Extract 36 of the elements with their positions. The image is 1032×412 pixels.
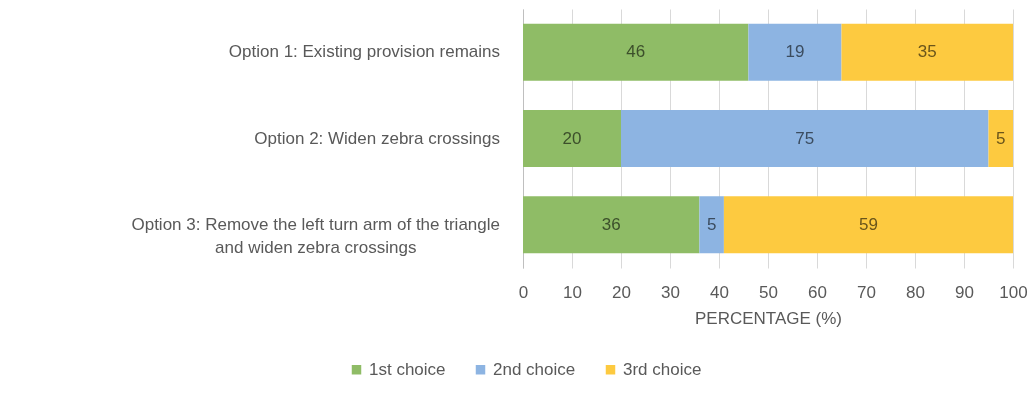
bar xyxy=(841,23,1013,81)
bar xyxy=(699,196,724,254)
x-tick-label: 100 xyxy=(999,282,1028,302)
bar xyxy=(523,110,621,167)
data-label: 35 xyxy=(917,42,937,62)
bar xyxy=(621,110,989,167)
bar xyxy=(988,110,1013,167)
x-tick-label: 70 xyxy=(857,282,876,302)
bar xyxy=(523,23,749,81)
x-tick-label: 80 xyxy=(906,282,925,302)
data-label: 20 xyxy=(562,128,582,148)
legend-label: 2nd choice xyxy=(493,359,576,379)
bar xyxy=(748,23,842,81)
data-label: 46 xyxy=(626,42,646,62)
data-label: 75 xyxy=(795,128,815,148)
data-label: 59 xyxy=(858,214,878,234)
y-tick-label: Option 2: Widen zebra crossings xyxy=(254,128,500,148)
bar xyxy=(523,196,700,254)
legend-label: 1st choice xyxy=(369,359,446,379)
y-tick-label: Option 3: Remove the left turn arm of the triangle and widen zebra crossings xyxy=(131,214,500,257)
y-tick-label: Option 1: Existing provision remains xyxy=(228,42,500,62)
x-tick-label: 60 xyxy=(808,282,827,302)
x-tick-label: 10 xyxy=(563,282,582,302)
data-label: 5 xyxy=(996,128,1006,148)
x-tick-label: 20 xyxy=(612,282,631,302)
data-label: 19 xyxy=(785,42,805,62)
x-tick-label: 50 xyxy=(759,282,778,302)
legend-label: 3rd choice xyxy=(623,359,702,379)
bar xyxy=(723,196,1013,254)
x-tick-label: 90 xyxy=(955,282,974,302)
x-tick-label: 0 xyxy=(518,282,529,302)
x-tick-label: 40 xyxy=(710,282,729,302)
x-tick-label: 30 xyxy=(661,282,680,302)
data-label: 36 xyxy=(601,214,621,234)
x-axis-title: PERCENTAGE (%) xyxy=(694,308,843,328)
data-label: 5 xyxy=(706,214,717,234)
